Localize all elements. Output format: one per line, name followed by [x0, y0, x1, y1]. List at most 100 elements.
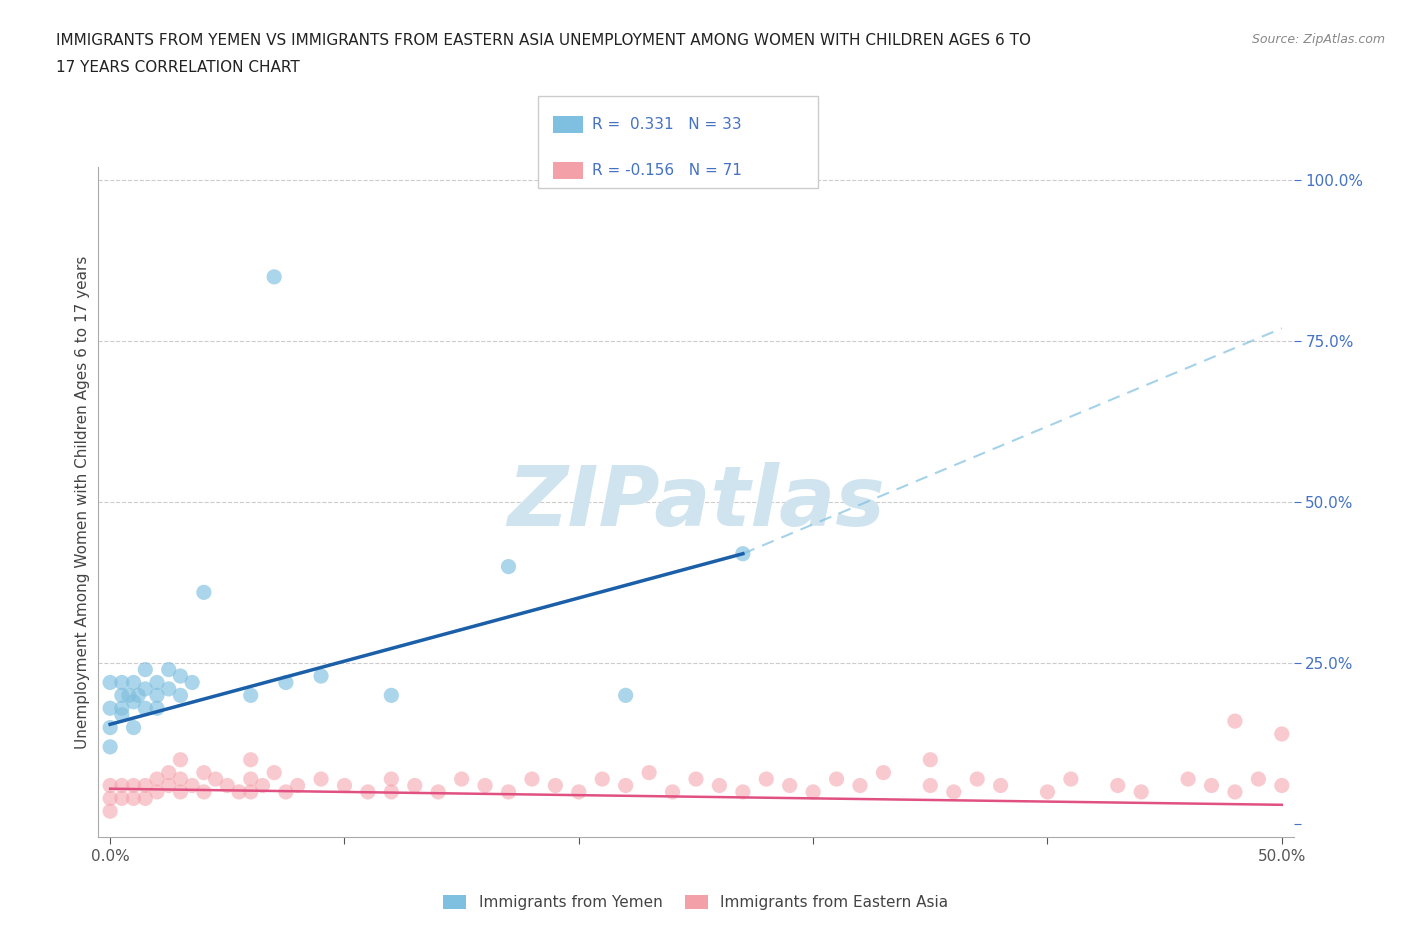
- Point: [146, 688, 169, 703]
- Point: [98, 720, 121, 735]
- Point: [146, 772, 169, 787]
- Legend: Immigrants from Yemen, Immigrants from Eastern Asia: Immigrants from Yemen, Immigrants from E…: [437, 889, 955, 916]
- Point: [380, 688, 402, 703]
- Point: [380, 785, 402, 800]
- Point: [181, 778, 204, 793]
- Point: [193, 765, 215, 780]
- Point: [872, 765, 894, 780]
- Point: [404, 778, 426, 793]
- Point: [98, 701, 121, 716]
- Point: [146, 785, 169, 800]
- Point: [122, 790, 145, 805]
- Point: [801, 785, 824, 800]
- Point: [122, 695, 145, 710]
- Point: [1201, 778, 1223, 793]
- Point: [122, 778, 145, 793]
- Point: [638, 765, 661, 780]
- Point: [252, 778, 274, 793]
- Point: [333, 778, 356, 793]
- Point: [181, 675, 204, 690]
- Point: [661, 785, 683, 800]
- Point: [731, 546, 754, 561]
- Point: [157, 662, 180, 677]
- Point: [920, 778, 942, 793]
- Point: [98, 790, 121, 805]
- Point: [1177, 772, 1199, 787]
- Point: [1036, 785, 1059, 800]
- Point: [1060, 772, 1083, 787]
- Point: [1107, 778, 1129, 793]
- Point: [990, 778, 1012, 793]
- Point: [498, 785, 520, 800]
- Point: [591, 772, 613, 787]
- Point: [228, 785, 250, 800]
- Point: [111, 778, 134, 793]
- Text: 17 YEARS CORRELATION CHART: 17 YEARS CORRELATION CHART: [56, 60, 299, 75]
- Point: [1130, 785, 1153, 800]
- Text: IMMIGRANTS FROM YEMEN VS IMMIGRANTS FROM EASTERN ASIA UNEMPLOYMENT AMONG WOMEN W: IMMIGRANTS FROM YEMEN VS IMMIGRANTS FROM…: [56, 33, 1031, 47]
- Point: [134, 682, 156, 697]
- Point: [111, 707, 134, 722]
- Point: [193, 585, 215, 600]
- Point: [111, 688, 134, 703]
- Text: ZIPatlas: ZIPatlas: [508, 461, 884, 543]
- Point: [239, 785, 262, 800]
- Point: [239, 688, 262, 703]
- Point: [118, 688, 141, 703]
- Point: [169, 669, 191, 684]
- Point: [98, 739, 121, 754]
- Point: [146, 675, 169, 690]
- Point: [568, 785, 591, 800]
- Text: Source: ZipAtlas.com: Source: ZipAtlas.com: [1251, 33, 1385, 46]
- Point: [544, 778, 567, 793]
- Point: [357, 785, 380, 800]
- Point: [146, 701, 169, 716]
- Point: [474, 778, 496, 793]
- Point: [169, 772, 191, 787]
- Point: [1247, 772, 1270, 787]
- Point: [966, 772, 988, 787]
- Point: [217, 778, 239, 793]
- Point: [111, 701, 134, 716]
- Point: [169, 785, 191, 800]
- Point: [263, 270, 285, 285]
- Point: [204, 772, 226, 787]
- Point: [755, 772, 778, 787]
- Point: [111, 675, 134, 690]
- Point: [920, 752, 942, 767]
- Point: [287, 778, 309, 793]
- Point: [193, 785, 215, 800]
- Point: [134, 662, 156, 677]
- Text: R =  0.331   N = 33: R = 0.331 N = 33: [592, 117, 741, 132]
- Point: [380, 772, 402, 787]
- Point: [942, 785, 965, 800]
- Point: [1223, 785, 1246, 800]
- Point: [520, 772, 543, 787]
- Text: R = -0.156   N = 71: R = -0.156 N = 71: [592, 163, 742, 178]
- Point: [157, 778, 180, 793]
- Point: [98, 778, 121, 793]
- Point: [450, 772, 472, 787]
- Point: [239, 772, 262, 787]
- Point: [1271, 726, 1294, 741]
- Point: [127, 688, 149, 703]
- Point: [309, 772, 332, 787]
- Point: [157, 765, 180, 780]
- Y-axis label: Unemployment Among Women with Children Ages 6 to 17 years: Unemployment Among Women with Children A…: [75, 256, 90, 749]
- Point: [122, 675, 145, 690]
- Point: [169, 752, 191, 767]
- Point: [825, 772, 848, 787]
- Point: [309, 669, 332, 684]
- Point: [134, 790, 156, 805]
- Point: [709, 778, 731, 793]
- Point: [111, 790, 134, 805]
- Point: [274, 675, 297, 690]
- Point: [134, 778, 156, 793]
- Point: [427, 785, 450, 800]
- Point: [98, 804, 121, 818]
- Point: [498, 559, 520, 574]
- Point: [122, 720, 145, 735]
- Point: [1223, 713, 1246, 728]
- Point: [274, 785, 297, 800]
- Point: [157, 682, 180, 697]
